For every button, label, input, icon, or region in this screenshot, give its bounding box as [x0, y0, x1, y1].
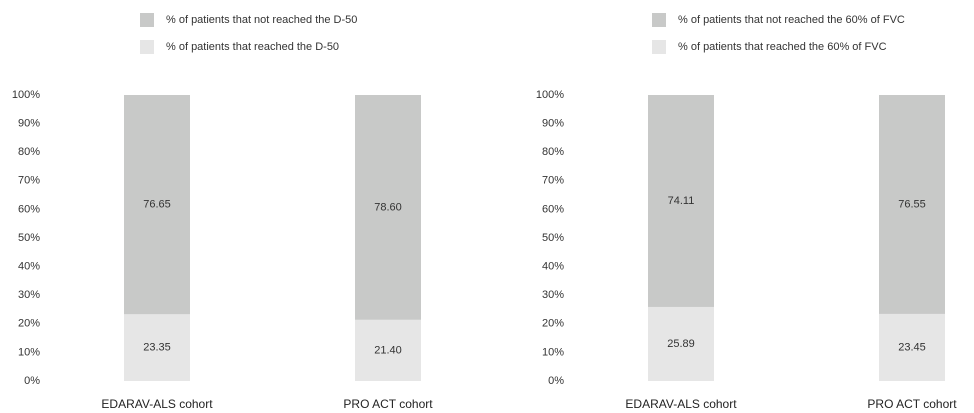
y-tick-label: 40% — [18, 261, 40, 273]
legend-label: % of patients that not reached the 60% o… — [678, 14, 905, 26]
y-tick-label: 70% — [18, 175, 40, 187]
data-label: 76.65 — [143, 199, 171, 211]
x-tick-label: EDARAV-ALS cohort — [625, 397, 737, 411]
data-label: 23.35 — [143, 342, 171, 354]
bar-segment — [879, 313, 945, 381]
y-tick-label: 90% — [18, 118, 40, 130]
y-tick-label: 10% — [18, 346, 40, 358]
bar-segment — [124, 95, 190, 315]
y-tick-label: 30% — [542, 289, 564, 301]
y-tick-label: 80% — [18, 146, 40, 158]
y-tick-label: 0% — [24, 375, 40, 387]
y-tick-label: 90% — [542, 118, 564, 130]
legend-swatch — [140, 13, 154, 27]
y-tick-label: 20% — [18, 318, 40, 330]
bar-segment — [124, 314, 190, 381]
y-tick-label: 10% — [542, 346, 564, 358]
legend-swatch — [140, 40, 154, 54]
y-tick-label: 100% — [12, 89, 40, 101]
y-tick-label: 30% — [18, 289, 40, 301]
data-label: 21.40 — [374, 344, 402, 356]
y-tick-label: 70% — [542, 175, 564, 187]
legend-swatch — [652, 40, 666, 54]
y-tick-label: 50% — [542, 232, 564, 244]
bar-segment — [648, 306, 714, 381]
data-label: 23.45 — [898, 341, 926, 353]
y-tick-label: 0% — [548, 375, 564, 387]
x-tick-label: PRO ACT cohort — [343, 397, 433, 411]
data-label: 74.11 — [668, 195, 695, 207]
y-tick-label: 60% — [18, 203, 40, 215]
y-tick-label: 60% — [542, 203, 564, 215]
legend-swatch — [652, 13, 666, 27]
x-tick-label: EDARAV-ALS cohort — [101, 397, 213, 411]
y-tick-label: 80% — [542, 146, 564, 158]
bar-segment — [355, 95, 421, 320]
legend-label: % of patients that reached the 60% of FV… — [678, 41, 887, 53]
bar-segment — [879, 95, 945, 314]
legend-label: % of patients that reached the D-50 — [166, 41, 339, 53]
data-label: 76.55 — [898, 198, 926, 210]
bar-segment — [648, 95, 714, 307]
data-label: 78.60 — [374, 201, 402, 213]
y-tick-label: 40% — [542, 261, 564, 273]
y-tick-label: 50% — [18, 232, 40, 244]
data-label: 25.89 — [667, 338, 695, 350]
y-tick-label: 20% — [542, 318, 564, 330]
x-tick-label: PRO ACT cohort — [867, 397, 957, 411]
bar-segment — [355, 319, 421, 381]
y-tick-label: 100% — [536, 89, 564, 101]
legend-label: % of patients that not reached the D-50 — [166, 14, 357, 26]
